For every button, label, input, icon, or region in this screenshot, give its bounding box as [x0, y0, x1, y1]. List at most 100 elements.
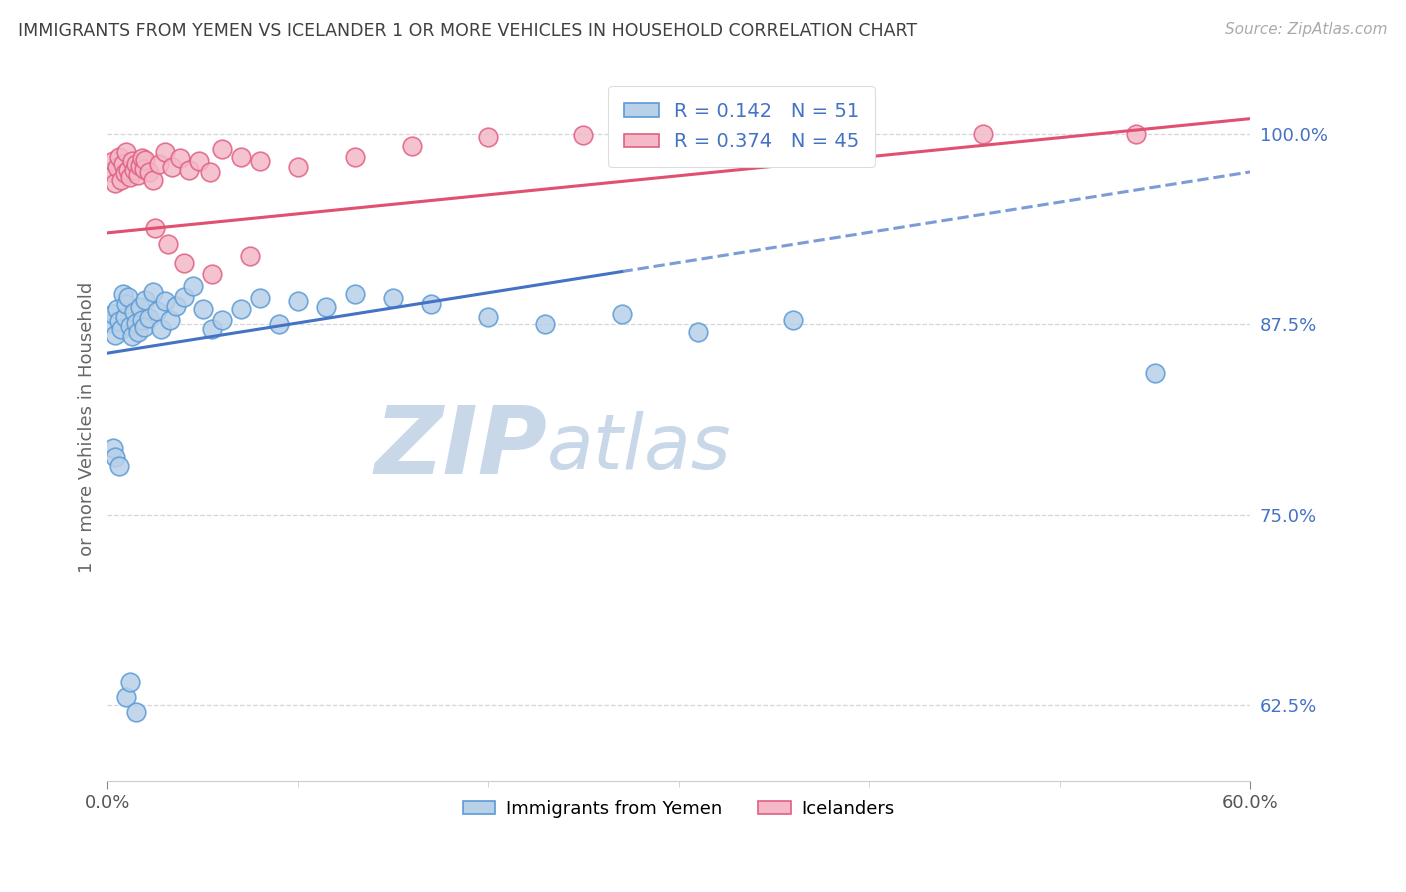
Point [114, 166, 136, 180]
Point [127, 325, 149, 339]
Point [165, 299, 187, 313]
Point [972, 127, 994, 141]
Point [820, 127, 842, 141]
Point [229, 301, 252, 316]
Point [104, 176, 127, 190]
Point [101, 307, 124, 321]
Point [101, 154, 124, 169]
Point [121, 329, 143, 343]
Point [115, 145, 138, 160]
Point [477, 130, 499, 145]
Point [534, 317, 557, 331]
Point [153, 294, 176, 309]
Point [160, 161, 183, 175]
Point [111, 286, 134, 301]
Point [117, 163, 139, 178]
Point [138, 311, 160, 326]
Point [420, 297, 443, 311]
Point [179, 163, 201, 178]
Point [239, 249, 262, 263]
Text: Source: ZipAtlas.com: Source: ZipAtlas.com [1225, 22, 1388, 37]
Point [181, 279, 204, 293]
Point [229, 150, 252, 164]
Point [1125, 127, 1147, 141]
Point [686, 325, 709, 339]
Point [120, 169, 142, 184]
Point [122, 305, 145, 319]
Point [159, 312, 181, 326]
Point [100, 316, 122, 330]
Point [149, 322, 172, 336]
Point [122, 163, 145, 178]
Point [343, 286, 366, 301]
Point [110, 322, 132, 336]
Point [125, 316, 148, 330]
Point [211, 142, 233, 156]
Point [125, 706, 148, 720]
Point [211, 312, 233, 326]
Point [128, 301, 150, 315]
Point [148, 157, 170, 171]
Point [115, 690, 138, 705]
Point [101, 441, 124, 455]
Point [287, 161, 309, 175]
Point [201, 322, 224, 336]
Point [134, 153, 156, 167]
Point [382, 291, 405, 305]
Point [121, 154, 143, 169]
Point [315, 301, 337, 315]
Point [120, 675, 142, 690]
Point [132, 161, 155, 176]
Point [201, 267, 224, 281]
Point [105, 301, 128, 316]
Point [401, 139, 423, 153]
Point [142, 172, 165, 186]
Text: atlas: atlas [547, 411, 731, 485]
Point [132, 320, 155, 334]
Point [153, 145, 176, 160]
Point [100, 165, 122, 179]
Text: ZIP: ZIP [374, 402, 547, 494]
Point [127, 168, 149, 182]
Point [169, 151, 191, 165]
Point [200, 165, 222, 179]
Point [686, 127, 709, 141]
Point [782, 312, 804, 326]
Point [610, 307, 633, 321]
Point [138, 165, 160, 179]
Point [105, 161, 128, 175]
Point [120, 318, 142, 333]
Y-axis label: 1 or more Vehicles in Household: 1 or more Vehicles in Household [79, 281, 96, 573]
Point [287, 294, 309, 309]
Point [114, 310, 136, 324]
Point [157, 236, 180, 251]
Point [142, 285, 165, 300]
Point [125, 157, 148, 171]
Point [249, 291, 271, 305]
Text: IMMIGRANTS FROM YEMEN VS ICELANDER 1 OR MORE VEHICLES IN HOUSEHOLD CORRELATION C: IMMIGRANTS FROM YEMEN VS ICELANDER 1 OR … [18, 22, 917, 40]
Point [572, 128, 595, 143]
Point [146, 303, 169, 318]
Point [191, 301, 214, 316]
Point [477, 310, 499, 324]
Point [110, 172, 132, 186]
Point [108, 314, 131, 328]
Point [128, 159, 150, 173]
Point [143, 221, 166, 235]
Point [104, 327, 127, 342]
Point [1143, 366, 1166, 380]
Point [117, 290, 139, 304]
Point [111, 157, 134, 171]
Point [267, 317, 290, 331]
Point [134, 293, 156, 307]
Point [187, 154, 209, 169]
Point [115, 297, 138, 311]
Point [108, 150, 131, 164]
Point [131, 151, 153, 165]
Point [249, 154, 271, 169]
Point [173, 290, 195, 304]
Legend: Immigrants from Yemen, Icelanders: Immigrants from Yemen, Icelanders [456, 793, 903, 825]
Point [104, 450, 127, 464]
Point [108, 458, 131, 473]
Point [131, 312, 153, 326]
